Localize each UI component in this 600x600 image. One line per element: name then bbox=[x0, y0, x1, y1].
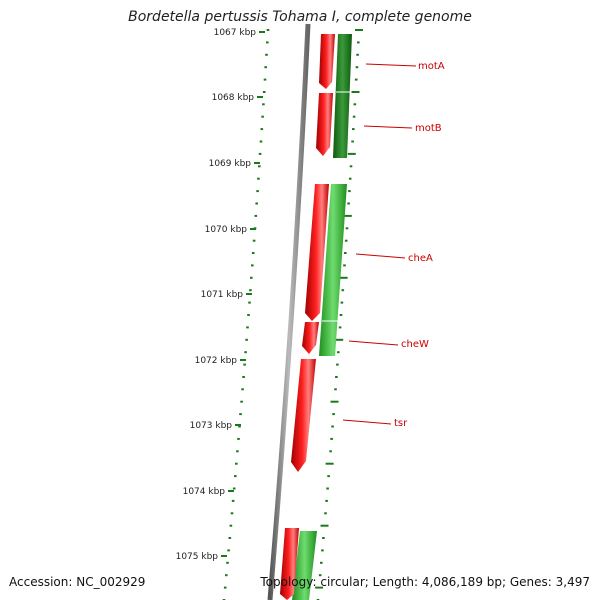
kbp-label: 1074 kbp bbox=[183, 487, 226, 497]
kbp-label: 1072 kbp bbox=[195, 356, 238, 366]
reverse-genes-track bbox=[280, 34, 335, 600]
gene-block[interactable] bbox=[292, 531, 317, 600]
gene-arrow-tsr[interactable] bbox=[291, 359, 316, 472]
forward-genes-track bbox=[292, 34, 352, 600]
gene-label-cheA[interactable]: cheA bbox=[408, 253, 433, 264]
kbp-label: 1068 kbp bbox=[212, 93, 255, 103]
gene-arrow-red[interactable] bbox=[280, 528, 299, 600]
kbp-axis: 1067 kbp 1068 kbp 1069 kbp 1070 kbp 1071… bbox=[176, 28, 265, 562]
kbp-label: 1073 kbp bbox=[190, 421, 233, 431]
gene-label-cheW[interactable]: cheW bbox=[401, 339, 429, 350]
gene-labels: motA motB cheA cheW tsr bbox=[342, 61, 445, 429]
gene-arrow-cheW[interactable] bbox=[302, 322, 319, 354]
gene-label-tsr[interactable]: tsr bbox=[394, 418, 408, 429]
gene-arrow-motA[interactable] bbox=[319, 34, 335, 89]
kbp-label: 1069 kbp bbox=[209, 159, 252, 169]
tick-rings bbox=[222, 29, 363, 600]
map-title: Bordetella pertussis Tohama I, complete … bbox=[128, 9, 472, 25]
kbp-label: 1075 kbp bbox=[176, 552, 219, 562]
kbp-label: 1067 kbp bbox=[214, 28, 257, 38]
genome-backbone bbox=[267, 23, 311, 600]
kbp-label: 1070 kbp bbox=[205, 225, 248, 235]
topology-text: Topology: circular; Length: 4,086,189 bp… bbox=[260, 575, 590, 589]
gene-block[interactable] bbox=[333, 34, 352, 158]
accession-text: Accession: NC_002929 bbox=[9, 575, 146, 589]
gene-label-motA[interactable]: motA bbox=[418, 61, 445, 72]
gene-block[interactable] bbox=[319, 184, 347, 356]
gene-label-motB[interactable]: motB bbox=[415, 123, 442, 134]
gene-arrow-cheA[interactable] bbox=[305, 184, 329, 321]
kbp-label: 1071 kbp bbox=[201, 290, 244, 300]
gene-arrow-motB[interactable] bbox=[316, 93, 333, 156]
